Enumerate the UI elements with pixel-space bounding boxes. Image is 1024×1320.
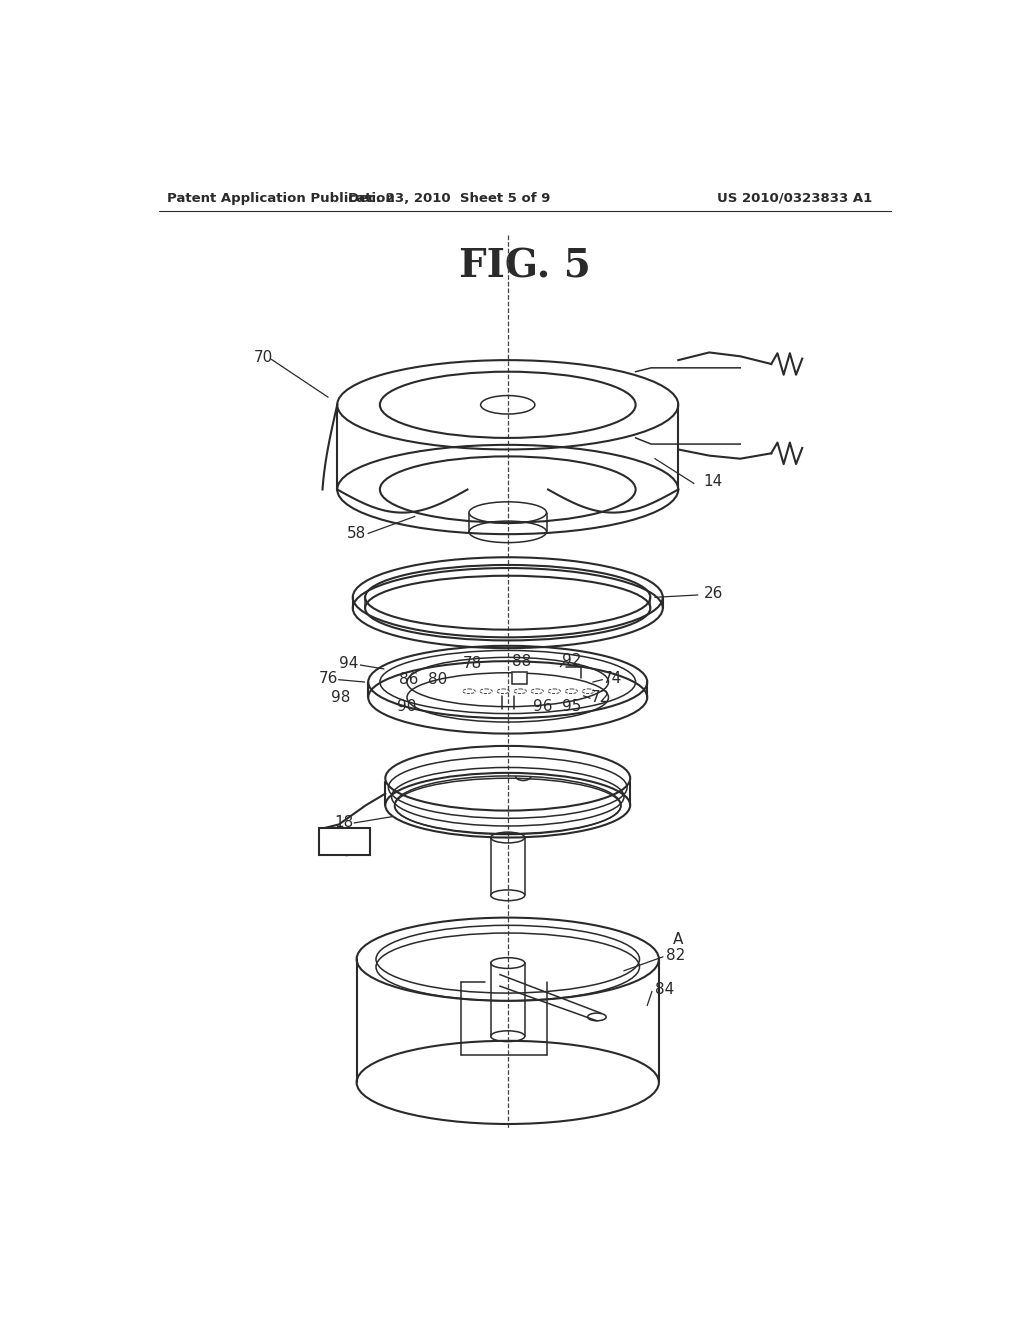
Text: 74: 74 (603, 671, 622, 685)
Text: 82: 82 (666, 948, 685, 962)
Text: 26: 26 (703, 586, 723, 601)
Text: 88: 88 (512, 655, 531, 669)
Text: 70: 70 (254, 350, 273, 364)
Text: 18: 18 (334, 814, 353, 830)
Text: US 2010/0323833 A1: US 2010/0323833 A1 (717, 191, 872, 205)
Text: 95: 95 (561, 700, 581, 714)
Text: 84: 84 (654, 982, 674, 998)
Bar (319, 829, 370, 855)
Text: Patent Application Publication: Patent Application Publication (167, 191, 394, 205)
Text: 78: 78 (463, 656, 482, 671)
Text: 96: 96 (532, 700, 552, 714)
Text: 92: 92 (561, 653, 581, 668)
Text: 86: 86 (399, 672, 418, 688)
Text: 94: 94 (339, 656, 358, 671)
Text: 72: 72 (591, 690, 610, 705)
Text: 14: 14 (703, 474, 723, 490)
Text: A: A (673, 932, 683, 948)
Bar (512, 672, 527, 684)
Text: 80: 80 (428, 672, 447, 688)
Text: 90: 90 (397, 700, 417, 714)
Text: 98: 98 (332, 690, 351, 705)
Text: 76: 76 (318, 671, 338, 685)
Text: FIG. 5: FIG. 5 (459, 247, 591, 285)
Text: Dec. 23, 2010  Sheet 5 of 9: Dec. 23, 2010 Sheet 5 of 9 (348, 191, 551, 205)
Text: 58: 58 (347, 525, 367, 541)
